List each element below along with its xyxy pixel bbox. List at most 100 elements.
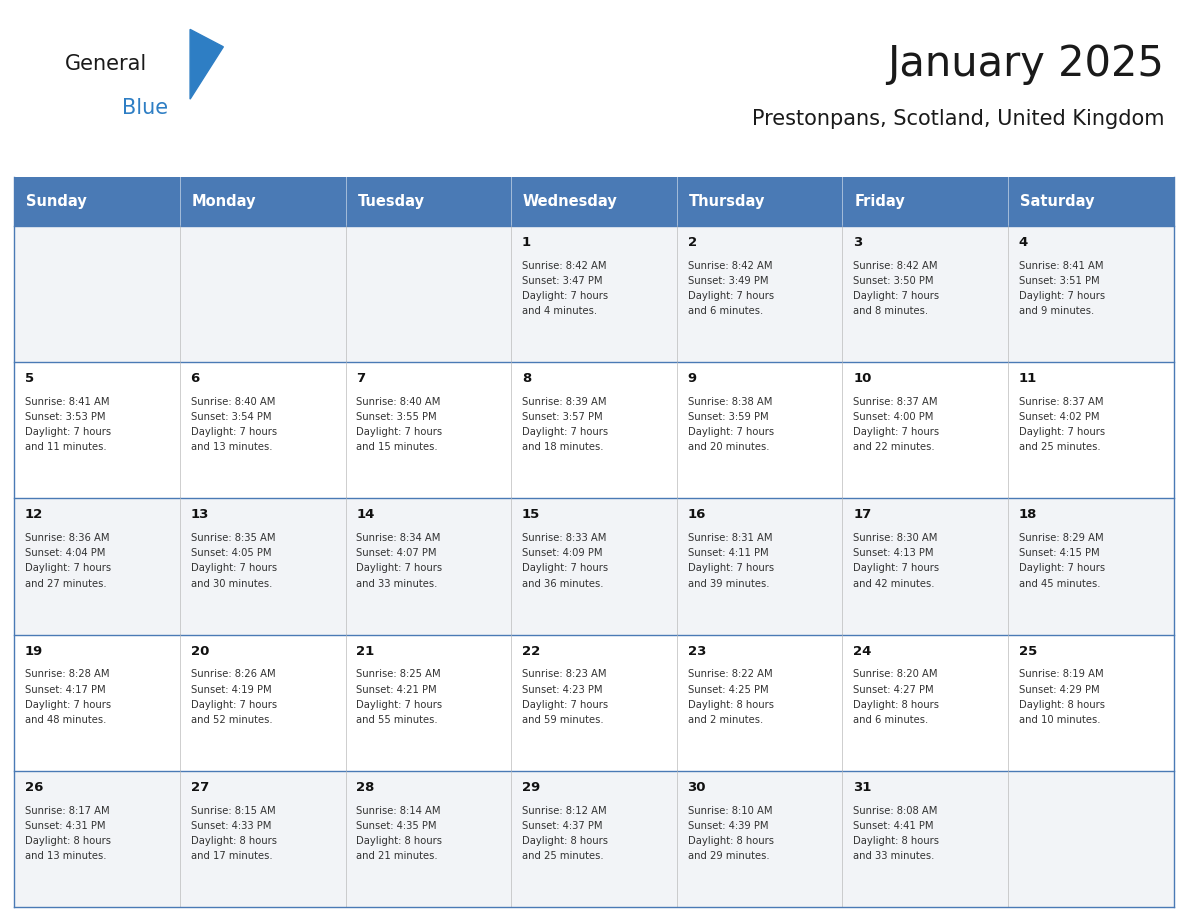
Text: Daylight: 8 hours: Daylight: 8 hours: [853, 836, 940, 845]
Text: and 4 minutes.: and 4 minutes.: [522, 306, 598, 316]
Text: Sunset: 3:59 PM: Sunset: 3:59 PM: [688, 412, 769, 422]
Text: and 36 minutes.: and 36 minutes.: [522, 578, 604, 588]
Text: Sunrise: 8:26 AM: Sunrise: 8:26 AM: [190, 669, 276, 679]
Text: Daylight: 7 hours: Daylight: 7 hours: [688, 427, 773, 437]
Text: Sunset: 3:49 PM: Sunset: 3:49 PM: [688, 275, 767, 285]
Text: Daylight: 7 hours: Daylight: 7 hours: [356, 427, 442, 437]
Text: 2: 2: [688, 236, 696, 249]
Text: and 8 minutes.: and 8 minutes.: [853, 306, 928, 316]
Text: Daylight: 7 hours: Daylight: 7 hours: [522, 564, 608, 574]
Text: Sunrise: 8:29 AM: Sunrise: 8:29 AM: [1019, 533, 1104, 543]
Text: Daylight: 8 hours: Daylight: 8 hours: [688, 836, 773, 845]
Text: Sunday: Sunday: [26, 194, 87, 209]
Text: 3: 3: [853, 236, 862, 249]
Text: Sunset: 4:39 PM: Sunset: 4:39 PM: [688, 821, 767, 831]
Text: Daylight: 7 hours: Daylight: 7 hours: [25, 427, 110, 437]
Text: 31: 31: [853, 781, 872, 794]
Text: Sunset: 4:33 PM: Sunset: 4:33 PM: [190, 821, 271, 831]
Text: Sunset: 4:31 PM: Sunset: 4:31 PM: [25, 821, 106, 831]
Text: Sunset: 4:37 PM: Sunset: 4:37 PM: [522, 821, 602, 831]
Text: Daylight: 7 hours: Daylight: 7 hours: [688, 291, 773, 301]
Text: 6: 6: [190, 372, 200, 386]
Text: Sunset: 4:09 PM: Sunset: 4:09 PM: [522, 548, 602, 558]
Text: and 2 minutes.: and 2 minutes.: [688, 715, 763, 725]
Text: and 10 minutes.: and 10 minutes.: [1019, 715, 1100, 725]
Text: Daylight: 7 hours: Daylight: 7 hours: [1019, 291, 1105, 301]
Text: 25: 25: [1019, 644, 1037, 657]
Text: Wednesday: Wednesday: [523, 194, 618, 209]
Text: Daylight: 8 hours: Daylight: 8 hours: [25, 836, 110, 845]
Text: 16: 16: [688, 509, 706, 521]
Text: Sunset: 4:29 PM: Sunset: 4:29 PM: [1019, 685, 1099, 695]
Text: Sunset: 4:15 PM: Sunset: 4:15 PM: [1019, 548, 1099, 558]
Text: 13: 13: [190, 509, 209, 521]
Text: Sunset: 3:47 PM: Sunset: 3:47 PM: [522, 275, 602, 285]
Text: Sunset: 4:25 PM: Sunset: 4:25 PM: [688, 685, 769, 695]
Text: Sunrise: 8:25 AM: Sunrise: 8:25 AM: [356, 669, 441, 679]
Text: and 30 minutes.: and 30 minutes.: [190, 578, 272, 588]
Text: Friday: Friday: [854, 194, 905, 209]
Text: Daylight: 8 hours: Daylight: 8 hours: [1019, 700, 1105, 710]
Text: Daylight: 7 hours: Daylight: 7 hours: [190, 700, 277, 710]
Text: 12: 12: [25, 509, 43, 521]
Polygon shape: [190, 29, 223, 99]
Text: Tuesday: Tuesday: [358, 194, 424, 209]
Text: Sunset: 4:02 PM: Sunset: 4:02 PM: [1019, 412, 1099, 422]
Text: 5: 5: [25, 372, 34, 386]
Text: Sunset: 4:35 PM: Sunset: 4:35 PM: [356, 821, 437, 831]
Text: Sunset: 3:53 PM: Sunset: 3:53 PM: [25, 412, 106, 422]
Text: and 13 minutes.: and 13 minutes.: [190, 442, 272, 453]
Text: 28: 28: [356, 781, 374, 794]
Text: and 9 minutes.: and 9 minutes.: [1019, 306, 1094, 316]
Text: and 15 minutes.: and 15 minutes.: [356, 442, 438, 453]
Text: Daylight: 8 hours: Daylight: 8 hours: [356, 836, 442, 845]
Text: Sunrise: 8:35 AM: Sunrise: 8:35 AM: [190, 533, 276, 543]
Text: 24: 24: [853, 644, 872, 657]
Text: 20: 20: [190, 644, 209, 657]
Text: Sunset: 4:04 PM: Sunset: 4:04 PM: [25, 548, 106, 558]
Text: Thursday: Thursday: [689, 194, 765, 209]
Text: Daylight: 7 hours: Daylight: 7 hours: [522, 291, 608, 301]
Bar: [14, 226, 1174, 362]
Text: Sunset: 4:41 PM: Sunset: 4:41 PM: [853, 821, 934, 831]
Text: and 20 minutes.: and 20 minutes.: [688, 442, 769, 453]
Text: Saturday: Saturday: [1020, 194, 1094, 209]
Text: and 13 minutes.: and 13 minutes.: [25, 851, 107, 861]
Text: and 21 minutes.: and 21 minutes.: [356, 851, 438, 861]
Text: Sunset: 4:21 PM: Sunset: 4:21 PM: [356, 685, 437, 695]
Text: Sunrise: 8:40 AM: Sunrise: 8:40 AM: [356, 397, 441, 407]
Text: Sunrise: 8:17 AM: Sunrise: 8:17 AM: [25, 806, 109, 815]
Text: Daylight: 7 hours: Daylight: 7 hours: [1019, 427, 1105, 437]
Text: 4: 4: [1019, 236, 1028, 249]
Text: and 11 minutes.: and 11 minutes.: [25, 442, 107, 453]
Text: 30: 30: [688, 781, 706, 794]
Text: 9: 9: [688, 372, 696, 386]
Text: Sunrise: 8:39 AM: Sunrise: 8:39 AM: [522, 397, 606, 407]
Text: Daylight: 7 hours: Daylight: 7 hours: [688, 564, 773, 574]
Text: Sunrise: 8:40 AM: Sunrise: 8:40 AM: [190, 397, 274, 407]
Text: Daylight: 7 hours: Daylight: 7 hours: [1019, 564, 1105, 574]
Text: Sunrise: 8:19 AM: Sunrise: 8:19 AM: [1019, 669, 1104, 679]
Text: Blue: Blue: [122, 98, 169, 118]
Text: 8: 8: [522, 372, 531, 386]
Text: and 45 minutes.: and 45 minutes.: [1019, 578, 1100, 588]
Text: Sunset: 4:27 PM: Sunset: 4:27 PM: [853, 685, 934, 695]
Bar: [14, 498, 1174, 634]
Text: Daylight: 8 hours: Daylight: 8 hours: [853, 700, 940, 710]
Text: 15: 15: [522, 509, 541, 521]
Text: 26: 26: [25, 781, 43, 794]
Text: Sunrise: 8:41 AM: Sunrise: 8:41 AM: [1019, 261, 1104, 271]
Text: 21: 21: [356, 644, 374, 657]
Text: Sunset: 4:11 PM: Sunset: 4:11 PM: [688, 548, 769, 558]
Text: Sunset: 4:17 PM: Sunset: 4:17 PM: [25, 685, 106, 695]
Text: and 6 minutes.: and 6 minutes.: [688, 306, 763, 316]
Text: Sunset: 4:00 PM: Sunset: 4:00 PM: [853, 412, 934, 422]
Text: Sunrise: 8:37 AM: Sunrise: 8:37 AM: [1019, 397, 1104, 407]
Text: General: General: [65, 54, 147, 74]
Text: and 39 minutes.: and 39 minutes.: [688, 578, 769, 588]
Text: 19: 19: [25, 644, 43, 657]
Text: Daylight: 7 hours: Daylight: 7 hours: [190, 564, 277, 574]
Text: 11: 11: [1019, 372, 1037, 386]
Bar: [14, 362, 1174, 498]
Text: 7: 7: [356, 372, 366, 386]
